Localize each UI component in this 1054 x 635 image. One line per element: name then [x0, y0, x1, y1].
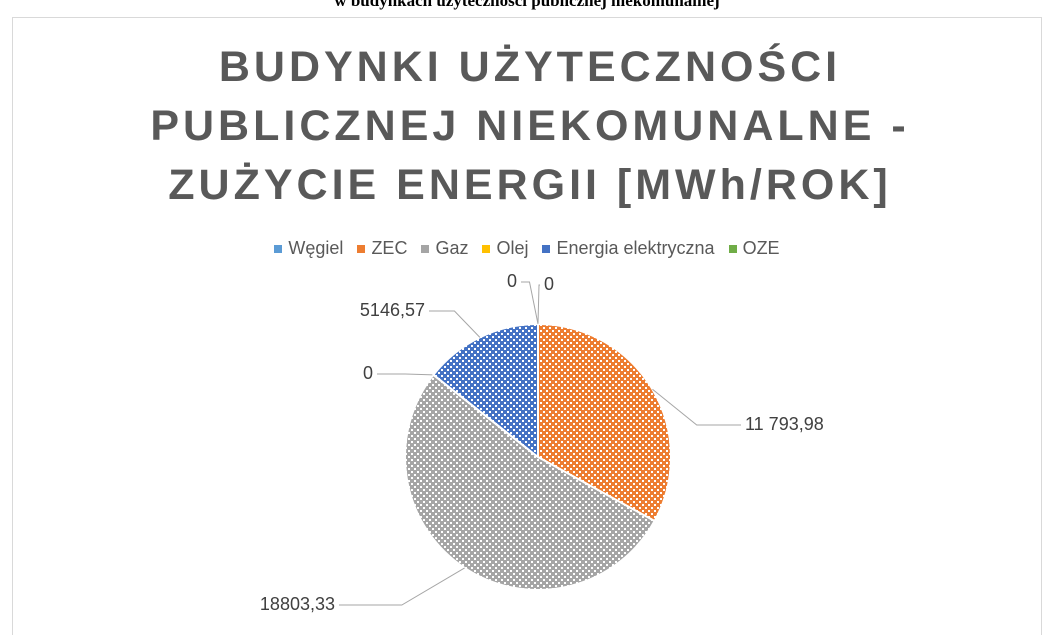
chart-frame	[12, 17, 1042, 635]
caption: w budynkach użyteczności publicznej niek…	[334, 0, 720, 10]
legend-swatch	[357, 244, 366, 253]
legend-item: Gaz	[421, 238, 468, 259]
data-label: 0	[544, 274, 554, 294]
legend: Węgiel ZEC Gaz Olej Energia elektryczna OZE	[0, 238, 1054, 259]
legend-label: OZE	[742, 238, 780, 258]
legend-item: Olej	[482, 238, 528, 259]
legend-swatch	[274, 244, 283, 253]
legend-label: Energia elektryczna	[556, 238, 715, 258]
data-label: 0	[507, 271, 517, 291]
legend-item: OZE	[728, 238, 780, 259]
data-label: 5146,57	[360, 300, 425, 320]
data-label: 0	[363, 363, 373, 383]
leader-line	[429, 310, 481, 338]
leader-line	[377, 373, 434, 376]
leader-line	[652, 388, 741, 426]
data-label: 11 793,98	[745, 414, 824, 434]
legend-swatch	[542, 244, 551, 253]
legend-label: ZEC	[371, 238, 408, 258]
data-label: 18803,33	[260, 594, 335, 614]
legend-label: Olej	[496, 238, 529, 258]
leader-line	[521, 281, 539, 325]
pie-slice	[432, 322, 539, 460]
legend-item: Węgiel	[274, 238, 343, 259]
legend-swatch	[728, 244, 737, 253]
legend-label: Gaz	[435, 238, 469, 258]
chart-title: BUDYNKI UŻYTECZNOŚCI PUBLICZNEJ NIEKOMUN…	[150, 43, 910, 209]
legend-swatch	[421, 244, 430, 253]
legend-item: ZEC	[357, 238, 407, 259]
legend-label: Węgiel	[288, 238, 344, 258]
legend-item: Energia elektryczna	[542, 238, 715, 259]
leader-line	[537, 284, 540, 325]
legend-swatch	[482, 244, 491, 253]
leader-line	[339, 567, 465, 606]
pie-slice	[537, 322, 672, 523]
